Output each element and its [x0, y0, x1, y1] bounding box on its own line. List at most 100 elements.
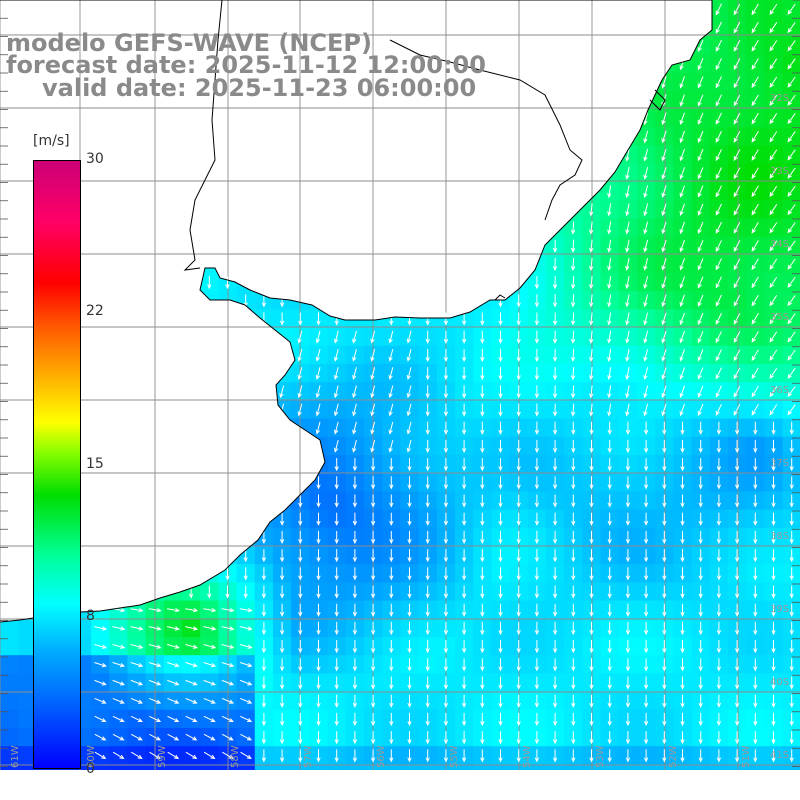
- wind-arrow: [607, 276, 612, 290]
- wind-arrow: [716, 585, 722, 599]
- wind-arrow: [352, 712, 358, 727]
- wind-arrow: [480, 312, 485, 326]
- wind-arrow: [769, 276, 778, 289]
- wind-arrow: [261, 603, 267, 617]
- wind-arrow: [389, 458, 394, 472]
- wind-arrow: [461, 458, 467, 472]
- wind-arrow: [112, 715, 125, 722]
- wind-arrow: [185, 697, 198, 704]
- wind-arrow: [480, 621, 485, 636]
- wind-arrow: [352, 403, 357, 417]
- wind-arrow: [167, 679, 180, 686]
- wind-arrow: [607, 549, 612, 563]
- wind-arrow: [243, 549, 248, 563]
- wind-arrow: [697, 240, 704, 253]
- wind-arrow: [787, 22, 796, 34]
- wind-arrow: [715, 39, 722, 52]
- wind-arrow: [534, 621, 540, 636]
- wind-arrow: [697, 76, 704, 89]
- wind-arrow: [643, 257, 649, 271]
- wind-arrow: [680, 585, 685, 599]
- wind-arrow: [222, 751, 234, 760]
- wind-arrow: [734, 421, 740, 435]
- wind-arrow: [443, 439, 449, 454]
- wind-arrow: [389, 476, 394, 490]
- wind-arrow: [589, 312, 594, 326]
- wind-arrow: [261, 712, 267, 727]
- wind-arrow: [787, 185, 796, 197]
- wind-arrow: [425, 348, 430, 363]
- wind-arrow: [516, 330, 521, 344]
- wind-arrow: [751, 258, 759, 271]
- wind-arrow: [316, 567, 321, 581]
- wind-arrow: [298, 712, 303, 727]
- wind-arrow: [662, 458, 667, 472]
- wind-arrow: [461, 421, 467, 435]
- wind-arrow: [498, 367, 503, 381]
- wind-arrow: [698, 640, 703, 654]
- wind-arrow: [607, 348, 612, 362]
- wind-arrow: [680, 421, 685, 435]
- forecast-date: forecast date: 2025-11-12 12:00:00: [6, 51, 486, 79]
- wind-arrow: [298, 549, 303, 563]
- wind-arrow: [716, 676, 722, 690]
- wind-arrow: [751, 185, 759, 198]
- wind-arrow: [316, 712, 321, 727]
- wind-arrow: [352, 749, 358, 763]
- colorbar-unit: [m/s]: [33, 133, 70, 149]
- wind-arrow: [716, 603, 722, 617]
- wind-arrow: [680, 439, 685, 454]
- wind-arrow: [733, 21, 741, 34]
- wind-arrow: [534, 749, 540, 763]
- wind-arrow: [185, 607, 199, 613]
- wind-arrow: [207, 276, 212, 290]
- wind-arrow: [406, 367, 412, 380]
- wind-arrow: [661, 367, 667, 380]
- wind-arrow: [370, 712, 376, 727]
- wind-arrow: [534, 476, 540, 490]
- wind-arrow: [769, 113, 778, 125]
- wind-arrow: [480, 530, 485, 545]
- wind-arrow: [715, 403, 722, 416]
- wind-arrow: [643, 439, 649, 454]
- wind-arrow: [716, 549, 722, 563]
- wind-arrow: [333, 403, 339, 417]
- wind-arrow: [643, 421, 649, 435]
- wind-arrow: [625, 403, 630, 417]
- wind-arrow: [352, 585, 358, 599]
- wind-arrow: [461, 567, 467, 581]
- wind-arrow: [769, 349, 778, 361]
- wind-arrow: [625, 239, 630, 253]
- wind-arrow: [516, 603, 521, 617]
- wind-arrow: [389, 603, 394, 617]
- wind-arrow: [625, 148, 630, 162]
- wind-arrow: [516, 549, 521, 563]
- wind-arrow: [570, 330, 576, 344]
- wind-arrow: [643, 148, 649, 162]
- wind-arrow: [589, 530, 594, 545]
- wind-arrow: [279, 749, 285, 763]
- wind-arrow: [769, 386, 778, 398]
- wind-arrow: [498, 348, 503, 363]
- wind-arrow: [643, 512, 649, 526]
- wind-arrow: [625, 439, 631, 454]
- wind-arrow: [589, 694, 594, 708]
- wind-arrow: [769, 313, 778, 325]
- wind-arrow: [480, 403, 485, 417]
- wind-arrow: [589, 549, 594, 563]
- wind-arrow: [149, 715, 162, 722]
- wind-arrow: [425, 549, 430, 563]
- wind-arrow: [787, 58, 796, 70]
- wind-arrow: [203, 715, 216, 722]
- wind-arrow: [94, 715, 107, 722]
- wind-arrow: [625, 185, 630, 199]
- wind-arrow: [570, 367, 576, 381]
- wind-arrow: [370, 567, 376, 581]
- wind-arrow: [407, 621, 412, 636]
- wind-arrow: [734, 439, 740, 454]
- wind-arrow: [607, 640, 612, 654]
- wind-arrow: [662, 512, 667, 526]
- wind-arrow: [787, 349, 796, 361]
- wind-arrow: [334, 621, 339, 636]
- wind-arrow: [753, 676, 758, 690]
